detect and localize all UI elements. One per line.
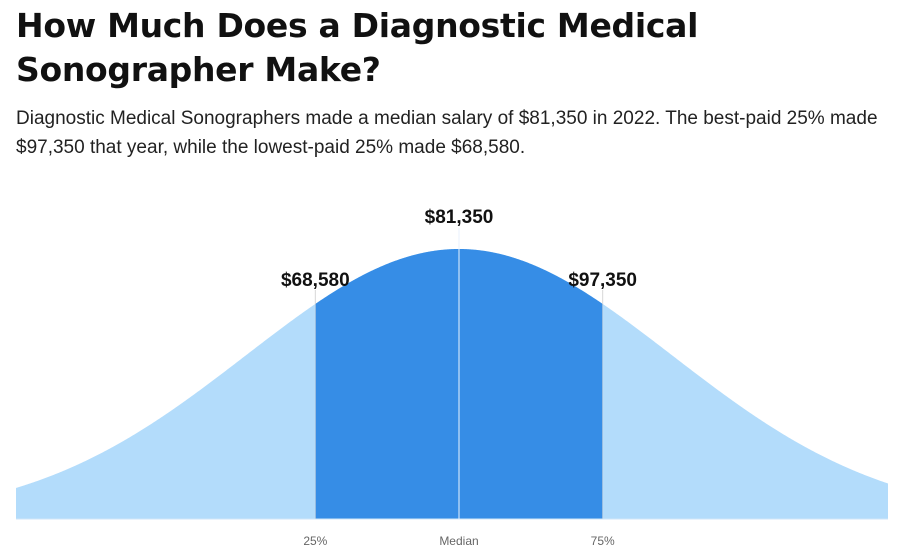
page-title: How Much Does a Diagnostic Medical Sonog…	[16, 6, 699, 89]
tick-label-75: 75%	[591, 534, 615, 548]
value-label-25: $68,580	[281, 270, 350, 291]
value-label-75: $97,350	[568, 270, 637, 291]
tick-label-25: 25%	[303, 534, 327, 548]
marker-layer: $68,580 25% $81,350 Median $97,350 75%	[281, 207, 637, 548]
value-label-50: $81,350	[425, 207, 494, 228]
tick-label-50: Median	[439, 534, 478, 548]
page-subtitle: Diagnostic Medical Sonographers made a m…	[16, 108, 878, 158]
